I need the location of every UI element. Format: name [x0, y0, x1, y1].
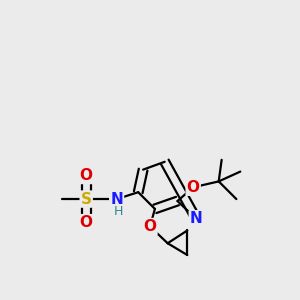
- Text: S: S: [81, 192, 92, 207]
- Text: N: N: [110, 192, 123, 207]
- Text: O: O: [80, 215, 93, 230]
- Text: O: O: [187, 180, 200, 195]
- Text: O: O: [143, 219, 157, 234]
- Text: O: O: [80, 168, 93, 183]
- Text: N: N: [190, 211, 203, 226]
- Text: H: H: [114, 205, 123, 218]
